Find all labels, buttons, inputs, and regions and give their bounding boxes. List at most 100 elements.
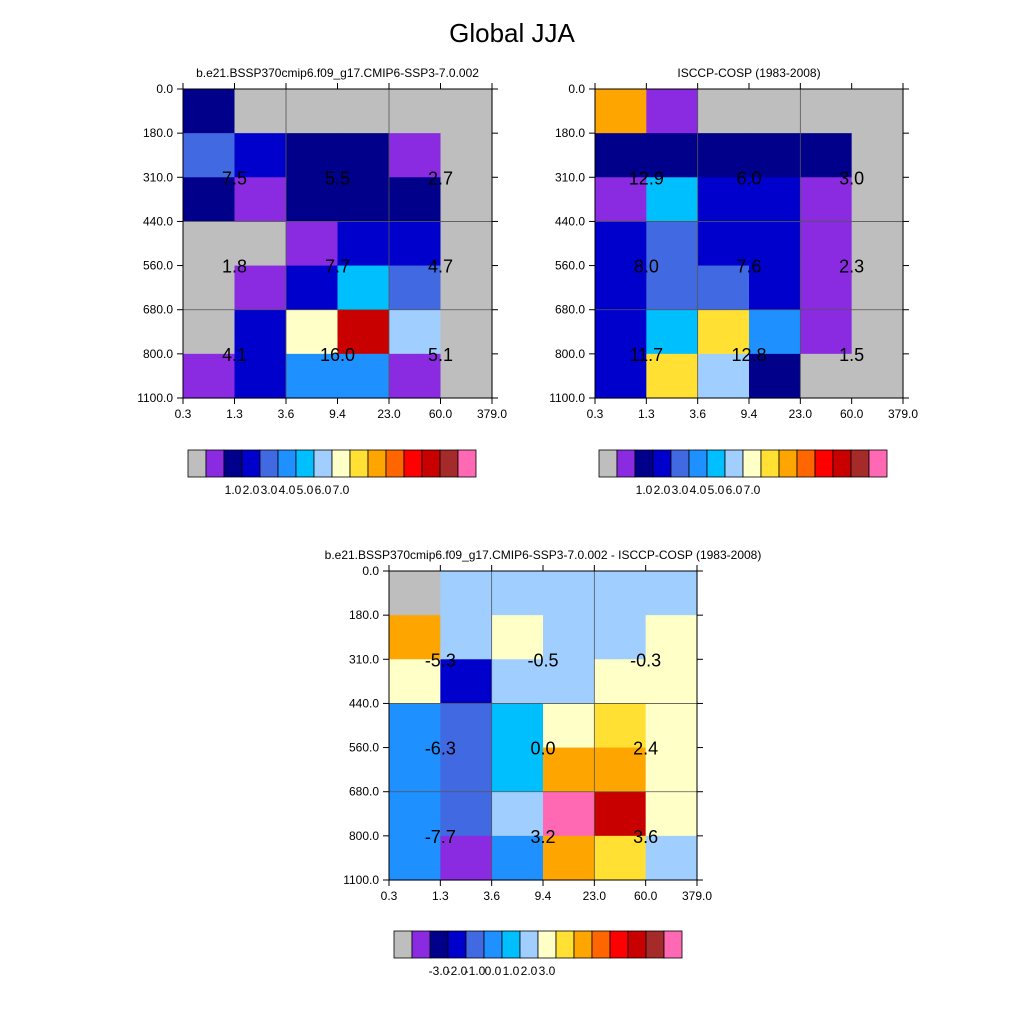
y-tick-label: 0.0	[362, 564, 379, 578]
heatmap-cell	[543, 659, 595, 705]
colorbar-swatch	[573, 930, 593, 959]
heatmap-cell	[491, 791, 544, 837]
y-tick-label: 680.0	[349, 785, 379, 799]
y-tick-label: 1100.0	[137, 391, 173, 405]
heatmap-cell	[286, 309, 339, 355]
colorbar-swatch	[591, 930, 611, 959]
heatmap-cell	[234, 89, 287, 134]
y-tick-label: 0.0	[156, 82, 173, 96]
heatmap-cell	[594, 835, 647, 881]
x-tick-label: 0.3	[381, 889, 398, 903]
colorbar-swatch	[421, 449, 441, 478]
y-tick-label: 800.0	[555, 347, 585, 361]
block-value-label: 0.0	[530, 739, 555, 759]
heatmap-cell	[595, 309, 647, 355]
colorbar-label: 6.0	[315, 483, 332, 497]
block-value-label: -6.3	[425, 739, 456, 759]
heatmap-cell	[286, 353, 339, 399]
heatmap-cell	[337, 353, 390, 399]
colorbar-label: 3.0	[539, 964, 556, 978]
heatmap-cell	[389, 309, 442, 355]
heatmap-cell	[543, 835, 595, 881]
heatmap-cell	[749, 133, 801, 178]
colorbar-label: 4.0	[279, 483, 296, 497]
block-value-label: 3.0	[839, 168, 864, 188]
y-tick-label: 680.0	[555, 303, 585, 317]
heatmap-cell	[749, 353, 801, 399]
heatmap-cell	[646, 265, 699, 311]
y-tick-label: 1100.0	[549, 391, 585, 405]
heatmap-cell	[491, 659, 544, 705]
heatmap-cell	[800, 353, 853, 399]
heatmap-cell	[491, 747, 544, 793]
colorbar-swatch	[447, 930, 467, 959]
colorbar-swatch	[652, 449, 672, 478]
block-value-label: 4.1	[222, 345, 247, 365]
heatmap-cell	[440, 835, 493, 881]
heatmap-cell	[183, 133, 236, 178]
y-tick-label: 560.0	[555, 259, 585, 273]
colorbar-label: 5.0	[708, 483, 725, 497]
panel-title: b.e21.BSSP370cmip6.f09_g17.CMIP6-SSP3-7.…	[325, 548, 762, 562]
heatmap-cell	[234, 265, 287, 311]
x-tick-label: 9.4	[741, 407, 758, 421]
x-tick-label: 60.0	[634, 889, 658, 903]
heatmap-cell	[440, 791, 493, 837]
heatmap-cell	[234, 309, 287, 355]
y-tick-label: 180.0	[555, 126, 585, 140]
block-value-label: 4.7	[428, 257, 453, 277]
heatmap-panel-1: b.e21.BSSP370cmip6.f09_g17.CMIP6-SSP3-7.…	[137, 66, 507, 497]
heatmap-cell	[645, 703, 698, 749]
y-tick-label: 800.0	[143, 347, 173, 361]
x-tick-label: 23.0	[583, 889, 607, 903]
heatmap-cell	[440, 309, 493, 355]
heatmap-cell	[595, 89, 647, 134]
heatmap-cell	[440, 703, 493, 749]
colorbar-swatch	[796, 449, 816, 478]
colorbar-swatch	[537, 930, 557, 959]
y-tick-label: 440.0	[349, 696, 379, 710]
heatmap-cell	[645, 615, 698, 660]
heatmap-cell	[286, 177, 339, 223]
colorbar-label: 3.0	[261, 483, 278, 497]
block-value-label: -7.7	[425, 827, 456, 847]
x-tick-label: 23.0	[789, 407, 813, 421]
colorbar-label: 1.0	[503, 964, 520, 978]
colorbar-label: -3.0	[429, 964, 450, 978]
y-tick-label: 180.0	[349, 608, 379, 622]
y-tick-label: 560.0	[143, 259, 173, 273]
heatmap-cell	[234, 353, 287, 399]
heatmap-cell	[749, 221, 801, 267]
block-value-label: 1.5	[839, 345, 864, 365]
heatmap-cell	[851, 89, 904, 134]
colorbar-swatch	[277, 449, 297, 478]
colorbar-swatch	[439, 449, 459, 478]
x-tick-label: 379.0	[682, 889, 712, 903]
colorbar-label: 1.0	[636, 483, 653, 497]
colorbar-swatch	[742, 449, 762, 478]
heatmap-cell	[697, 221, 750, 267]
heatmap-cell	[595, 265, 647, 311]
heatmap-cell	[800, 309, 853, 355]
heatmap-cell	[800, 89, 853, 134]
heatmap-cell	[646, 133, 699, 178]
heatmap-cell	[645, 791, 698, 837]
heatmap-cell	[645, 835, 698, 881]
heatmap-cell	[543, 791, 595, 837]
heatmap-cell	[389, 615, 441, 660]
figure-title: Global JJA	[449, 18, 575, 48]
heatmap-cell	[389, 353, 442, 399]
block-value-label: -0.5	[527, 650, 558, 670]
heatmap-cell	[645, 571, 698, 616]
heatmap-cell	[543, 703, 595, 749]
heatmap-cell	[595, 177, 647, 223]
block-value-label: 7.6	[736, 257, 761, 277]
heatmap-cell	[440, 571, 493, 616]
colorbar-swatch	[241, 449, 261, 478]
heatmap-cell	[337, 89, 390, 134]
colorbar-swatch	[259, 449, 279, 478]
x-tick-label: 3.6	[278, 407, 295, 421]
x-tick-label: 0.3	[587, 407, 604, 421]
block-value-label: 12.9	[629, 168, 664, 188]
